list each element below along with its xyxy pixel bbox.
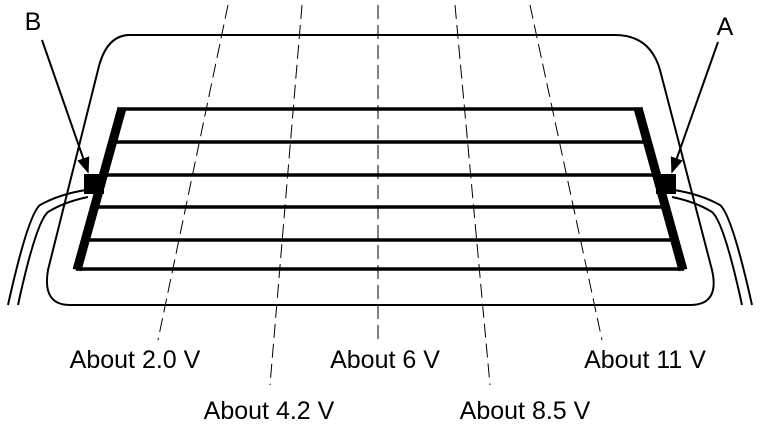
voltage-label: About 2.0 V bbox=[70, 346, 201, 374]
terminal-b: B bbox=[25, 8, 42, 36]
window-outline bbox=[46, 34, 715, 306]
voltage-label: About 8.5 V bbox=[460, 397, 591, 425]
voltage-label: About 11 V bbox=[584, 346, 706, 374]
connectors bbox=[7, 174, 753, 306]
pointer-b bbox=[41, 39, 90, 174]
voltage-label: About 6 V bbox=[330, 346, 440, 374]
pointer-a bbox=[670, 41, 719, 174]
terminal-a: A bbox=[717, 13, 734, 41]
voltage-label: About 4.2 V bbox=[204, 397, 335, 425]
voltage-lines bbox=[157, 4, 603, 386]
heater-grid bbox=[72, 106, 688, 272]
